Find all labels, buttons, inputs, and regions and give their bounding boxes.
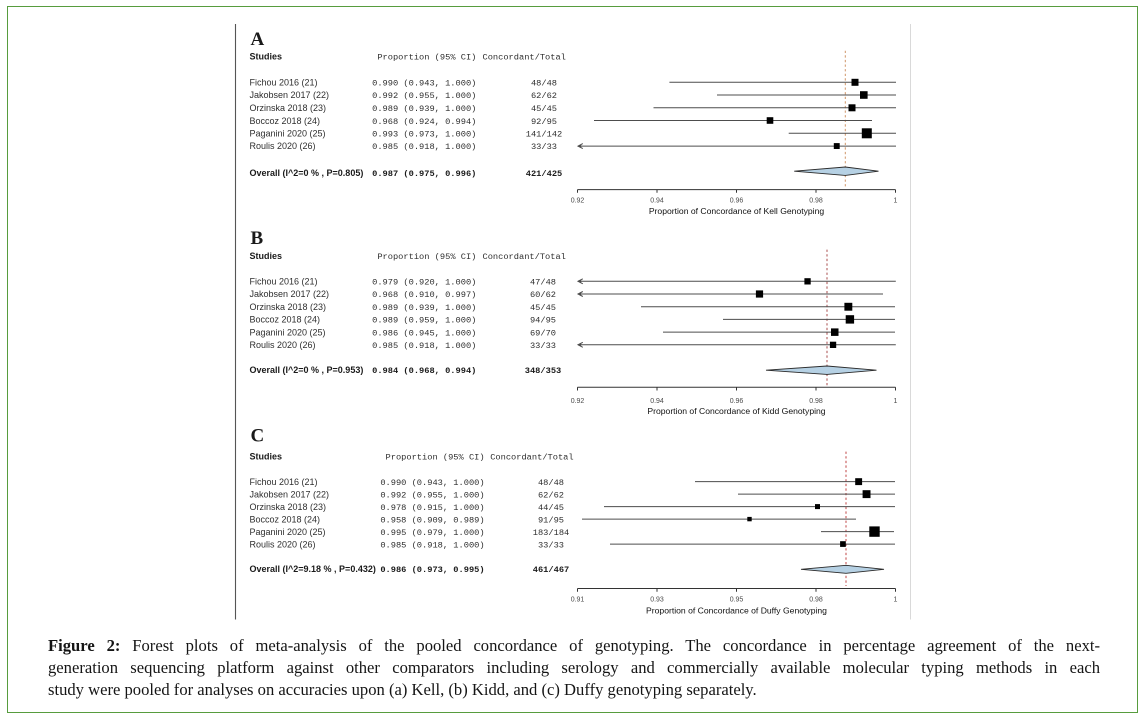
svg-text:0.986 (0.973, 0.995): 0.986 (0.973, 0.995) <box>380 565 484 575</box>
svg-text:0.987 (0.975, 0.996): 0.987 (0.975, 0.996) <box>372 169 476 179</box>
svg-text:Orzinska 2018 (23): Orzinska 2018 (23) <box>250 502 327 512</box>
svg-text:Proportion (95% CI): Proportion (95% CI) <box>386 453 485 463</box>
svg-text:0.92: 0.92 <box>571 198 585 205</box>
svg-text:Boccoz 2018 (24): Boccoz 2018 (24) <box>250 116 321 126</box>
svg-text:0.992 (0.955, 1.000): 0.992 (0.955, 1.000) <box>380 490 484 500</box>
svg-text:45/45: 45/45 <box>530 303 556 313</box>
svg-text:0.94: 0.94 <box>650 398 664 405</box>
svg-text:94/95: 94/95 <box>530 316 556 326</box>
svg-text:Fichou 2016 (21): Fichou 2016 (21) <box>250 477 318 487</box>
svg-text:1: 1 <box>894 398 898 405</box>
svg-text:48/48: 48/48 <box>538 478 564 488</box>
svg-text:0.978 (0.915, 1.000): 0.978 (0.915, 1.000) <box>380 503 484 513</box>
svg-text:0.95: 0.95 <box>730 597 744 604</box>
svg-text:69/70: 69/70 <box>530 328 556 338</box>
svg-text:0.986 (0.945, 1.000): 0.986 (0.945, 1.000) <box>372 328 476 338</box>
svg-text:0.968 (0.910, 0.997): 0.968 (0.910, 0.997) <box>372 290 476 300</box>
svg-text:Fichou 2016 (21): Fichou 2016 (21) <box>250 78 318 88</box>
svg-text:0.985 (0.918, 1.000): 0.985 (0.918, 1.000) <box>372 142 476 152</box>
svg-text:0.92: 0.92 <box>571 398 585 405</box>
svg-text:Studies: Studies <box>250 52 283 62</box>
svg-text:48/48: 48/48 <box>531 79 557 89</box>
svg-text:44/45: 44/45 <box>538 503 564 513</box>
svg-text:Overall (I^2=9.18 % , P=0.432): Overall (I^2=9.18 % , P=0.432) <box>250 564 376 574</box>
svg-text:0.990 (0.943, 1.000): 0.990 (0.943, 1.000) <box>380 478 484 488</box>
svg-text:B: B <box>251 228 264 249</box>
svg-text:Jakobsen 2017 (22): Jakobsen 2017 (22) <box>250 289 330 299</box>
svg-text:62/62: 62/62 <box>538 490 564 500</box>
svg-text:Overall (I^2=0 % , P=0.953): Overall (I^2=0 % , P=0.953) <box>250 365 364 375</box>
svg-text:Overall (I^2=0 % , P=0.805): Overall (I^2=0 % , P=0.805) <box>250 168 364 178</box>
svg-text:421/425: 421/425 <box>526 169 563 179</box>
svg-text:33/33: 33/33 <box>531 142 557 152</box>
svg-text:Paganini 2020 (25): Paganini 2020 (25) <box>250 327 326 337</box>
svg-text:33/33: 33/33 <box>538 540 564 550</box>
svg-text:Concordant/Total: Concordant/Total <box>490 453 573 463</box>
svg-text:1: 1 <box>894 198 898 205</box>
svg-text:0.96: 0.96 <box>730 198 744 205</box>
svg-text:1: 1 <box>894 597 898 604</box>
svg-text:62/62: 62/62 <box>531 91 557 101</box>
svg-text:Studies: Studies <box>250 452 283 462</box>
svg-text:Concordant/Total: Concordant/Total <box>482 53 565 63</box>
svg-text:0.995 (0.979, 1.000): 0.995 (0.979, 1.000) <box>380 528 484 538</box>
svg-text:0.98: 0.98 <box>809 198 823 205</box>
svg-text:Proportion of Concordance of D: Proportion of Concordance of Duffy Genot… <box>646 606 827 616</box>
svg-text:Proportion (95% CI): Proportion (95% CI) <box>377 252 476 262</box>
svg-text:Concordant/Total: Concordant/Total <box>482 252 565 262</box>
svg-text:Paganini 2020 (25): Paganini 2020 (25) <box>250 527 326 537</box>
svg-text:0.989 (0.939, 1.000): 0.989 (0.939, 1.000) <box>372 303 476 313</box>
svg-text:0.979 (0.920, 1.000): 0.979 (0.920, 1.000) <box>372 278 476 288</box>
svg-text:Fichou 2016 (21): Fichou 2016 (21) <box>250 277 318 287</box>
svg-text:0.98: 0.98 <box>809 597 823 604</box>
svg-text:0.992 (0.955, 1.000): 0.992 (0.955, 1.000) <box>372 91 476 101</box>
svg-text:Proportion (95% CI): Proportion (95% CI) <box>377 53 476 63</box>
svg-text:Proportion of Concordance of K: Proportion of Concordance of Kidd Genoty… <box>647 406 825 416</box>
svg-text:0.93: 0.93 <box>650 597 664 604</box>
svg-text:45/45: 45/45 <box>531 104 557 114</box>
svg-text:348/353: 348/353 <box>525 366 562 376</box>
svg-text:0.96: 0.96 <box>730 398 744 405</box>
svg-text:Boccoz 2018 (24): Boccoz 2018 (24) <box>250 514 321 524</box>
svg-text:0.98: 0.98 <box>809 398 823 405</box>
svg-text:0.94: 0.94 <box>650 198 664 205</box>
svg-text:Roulis 2020 (26): Roulis 2020 (26) <box>250 141 316 151</box>
svg-text:Paganini 2020 (25): Paganini 2020 (25) <box>250 129 326 139</box>
svg-text:Proportion of Concordance of K: Proportion of Concordance of Kell Genoty… <box>649 206 825 216</box>
svg-text:33/33: 33/33 <box>530 341 556 351</box>
svg-text:0.993 (0.973, 1.000): 0.993 (0.973, 1.000) <box>372 130 476 140</box>
svg-text:Jakobsen 2017 (22): Jakobsen 2017 (22) <box>250 489 330 499</box>
svg-text:A: A <box>251 29 265 50</box>
svg-text:Boccoz 2018 (24): Boccoz 2018 (24) <box>250 315 321 325</box>
svg-text:Roulis 2020 (26): Roulis 2020 (26) <box>250 340 316 350</box>
svg-text:C: C <box>251 426 265 447</box>
svg-text:Roulis 2020 (26): Roulis 2020 (26) <box>250 539 316 549</box>
svg-text:91/95: 91/95 <box>538 515 564 525</box>
svg-text:141/142: 141/142 <box>526 130 563 140</box>
svg-text:0.985 (0.918, 1.000): 0.985 (0.918, 1.000) <box>380 540 484 550</box>
svg-text:0.968 (0.924, 0.994): 0.968 (0.924, 0.994) <box>372 117 476 127</box>
svg-text:60/62: 60/62 <box>530 290 556 300</box>
svg-text:Studies: Studies <box>250 251 283 261</box>
svg-text:0.984 (0.968, 0.994): 0.984 (0.968, 0.994) <box>372 366 476 376</box>
svg-text:0.990 (0.943, 1.000): 0.990 (0.943, 1.000) <box>372 79 476 89</box>
svg-text:47/48: 47/48 <box>530 278 556 288</box>
svg-text:0.958 (0.909, 0.989): 0.958 (0.909, 0.989) <box>380 515 484 525</box>
svg-text:0.989 (0.959, 1.000): 0.989 (0.959, 1.000) <box>372 316 476 326</box>
svg-text:Jakobsen 2017 (22): Jakobsen 2017 (22) <box>250 90 330 100</box>
svg-text:183/184: 183/184 <box>533 528 570 538</box>
svg-text:0.91: 0.91 <box>571 597 585 604</box>
svg-text:0.989 (0.939, 1.000): 0.989 (0.939, 1.000) <box>372 104 476 114</box>
svg-text:Orzinska 2018 (23): Orzinska 2018 (23) <box>250 103 327 113</box>
svg-text:461/467: 461/467 <box>533 565 570 575</box>
svg-text:0.985 (0.918, 1.000): 0.985 (0.918, 1.000) <box>372 341 476 351</box>
svg-text:92/95: 92/95 <box>531 117 557 127</box>
svg-text:Orzinska 2018 (23): Orzinska 2018 (23) <box>250 302 327 312</box>
